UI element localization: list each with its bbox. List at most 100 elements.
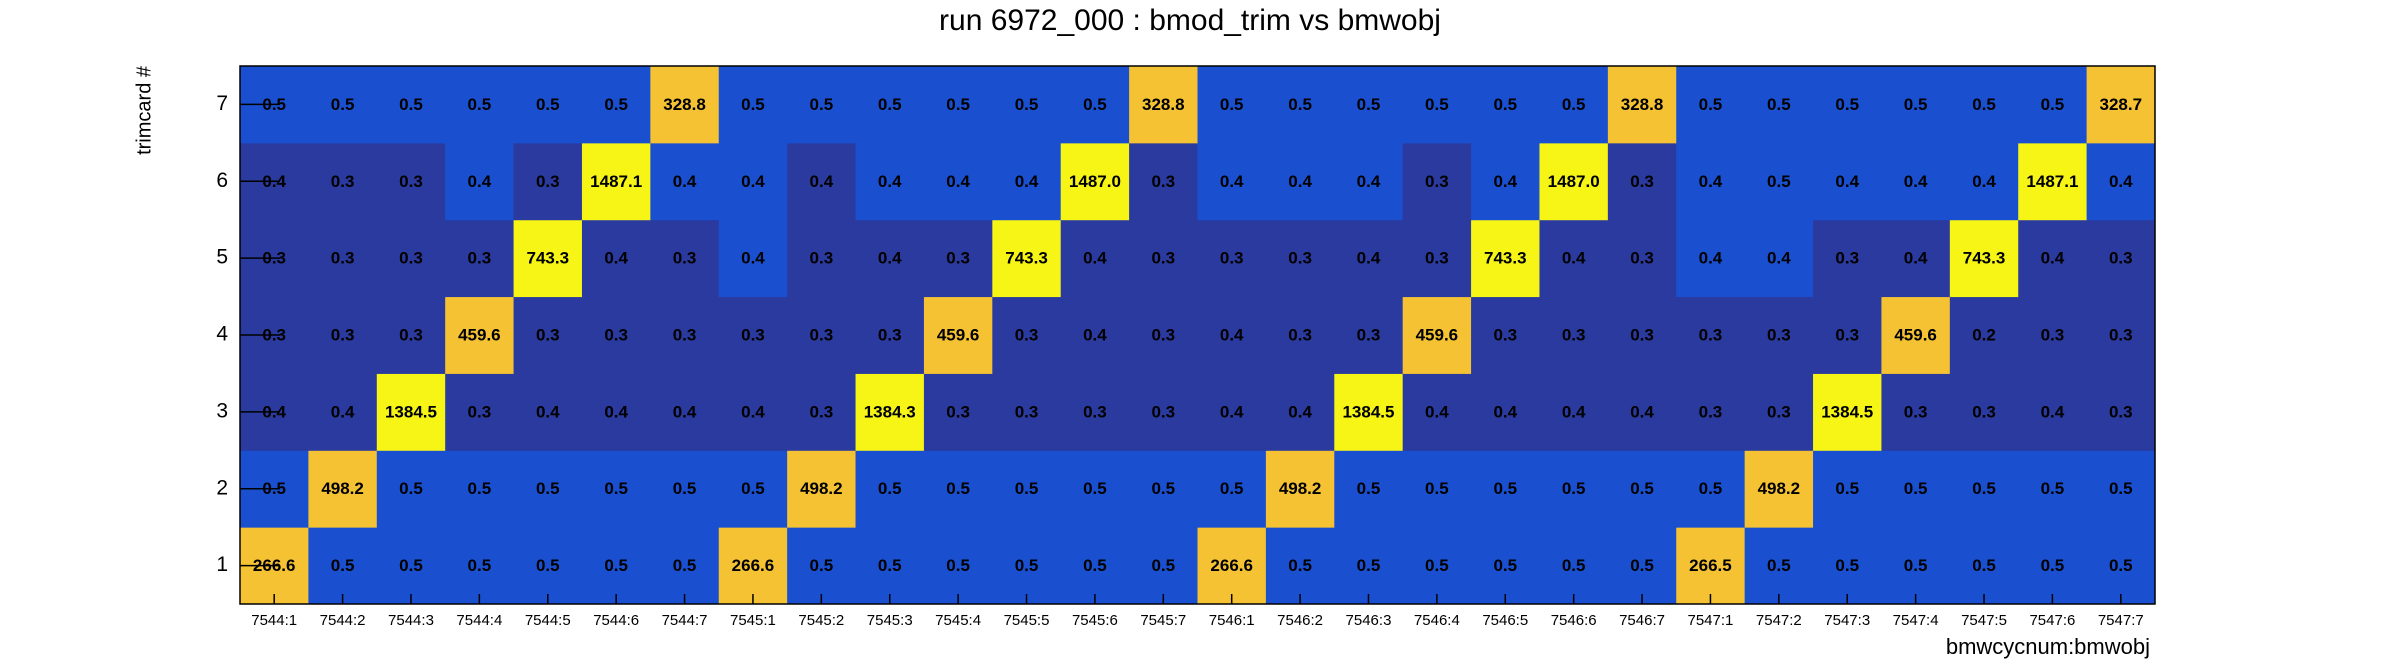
heat-cell (787, 219, 857, 298)
cell-label: 0.4 (1288, 172, 1312, 191)
heat-cell (1129, 66, 1198, 144)
heat-cell (376, 219, 446, 298)
heat-cell (1949, 373, 2019, 451)
cell-label: 459.6 (1416, 325, 1459, 344)
heat-cell (2018, 66, 2088, 144)
heat-cell (2086, 527, 2156, 605)
heat-cell (1949, 296, 2019, 374)
cell-label: 0.5 (1972, 479, 1996, 498)
heat-cell (1129, 373, 1198, 451)
cell-label: 498.2 (800, 479, 843, 498)
cell-label: 0.5 (1083, 479, 1107, 498)
heat-cell (1949, 219, 2019, 298)
heat-cell (2086, 66, 2156, 144)
cell-label: 0.5 (1151, 479, 1175, 498)
x-tick-label: 7546:3 (1346, 612, 1392, 629)
cell-label: 0.5 (468, 556, 492, 575)
cell-label: 0.3 (1083, 402, 1107, 421)
cell-label: 0.3 (399, 172, 423, 191)
heat-cell (1197, 527, 1267, 605)
cell-label: 0.5 (810, 95, 834, 114)
x-tick-label: 7544:1 (251, 612, 297, 629)
cell-label: 0.5 (1151, 556, 1175, 575)
heat-cell (513, 373, 583, 451)
cell-label: 0.3 (1767, 325, 1791, 344)
heat-cell (787, 527, 857, 605)
cell-label: 0.5 (1767, 556, 1791, 575)
heat-cell (855, 373, 925, 451)
heat-cell (1949, 450, 2019, 528)
cell-label: 0.3 (946, 249, 970, 268)
heat-cell (1402, 450, 1472, 528)
cell-label: 0.5 (1972, 556, 1996, 575)
cell-label: 0.3 (810, 325, 834, 344)
cell-label: 0.5 (1562, 479, 1586, 498)
heat-cell (1129, 142, 1198, 221)
heat-cell (445, 450, 515, 528)
heat-cell (718, 450, 788, 528)
cell-label: 0.3 (1151, 402, 1175, 421)
heat-cell (1539, 219, 1609, 298)
heat-cell (1744, 219, 1814, 298)
heat-cell (1265, 66, 1335, 144)
cell-label: 0.5 (1835, 95, 1859, 114)
heat-cell (581, 296, 651, 374)
heat-cell (1402, 66, 1472, 144)
heat-cell (923, 527, 993, 605)
heat-cell (2086, 142, 2156, 221)
cell-label: 0.5 (399, 556, 423, 575)
x-tick-label: 7547:1 (1688, 612, 1734, 629)
cell-label: 0.5 (1357, 479, 1381, 498)
heat-cell (1813, 450, 1882, 528)
cell-label: 0.4 (1083, 325, 1107, 344)
cell-label: 0.4 (1015, 172, 1039, 191)
cell-label: 459.6 (1894, 325, 1937, 344)
heat-cell (1471, 219, 1540, 298)
cell-label: 0.5 (2041, 479, 2065, 498)
heat-cell (1676, 142, 1746, 221)
cell-label: 0.3 (1630, 249, 1654, 268)
cell-label: 0.5 (399, 479, 423, 498)
heat-cell (992, 219, 1062, 298)
heat-cell (1334, 450, 1404, 528)
heat-cell (1881, 450, 1951, 528)
heat-cell (1539, 450, 1609, 528)
heat-cell (992, 296, 1062, 374)
heat-cell (650, 296, 720, 374)
heat-cell (1334, 142, 1404, 221)
heat-cell (787, 450, 857, 528)
heat-cell (923, 219, 993, 298)
heat-cell (1744, 450, 1814, 528)
x-tick-label: 7547:5 (1961, 612, 2007, 629)
heat-cell (1402, 142, 1472, 221)
heat-cell (376, 296, 446, 374)
heat-cell (992, 142, 1062, 221)
heat-cell (376, 142, 446, 221)
heat-cell (445, 527, 515, 605)
cell-label: 0.4 (1357, 172, 1381, 191)
heat-cell (923, 296, 993, 374)
y-tick-label: 7 (216, 92, 228, 115)
heat-cell (1607, 142, 1677, 221)
heat-cell (308, 373, 378, 451)
heat-cell (787, 66, 857, 144)
heat-cell (1129, 450, 1198, 528)
heat-cell (308, 66, 378, 144)
cell-label: 0.5 (536, 95, 560, 114)
heat-cell (1471, 527, 1540, 605)
heat-cell (1197, 66, 1267, 144)
heat-cell (992, 450, 1062, 528)
cell-label: 0.4 (1288, 402, 1312, 421)
cell-label: 0.4 (1562, 249, 1586, 268)
heat-cell (2018, 450, 2088, 528)
heat-cell (1265, 142, 1335, 221)
heat-cell (1881, 296, 1951, 374)
cell-label: 0.5 (468, 479, 492, 498)
x-tick-label: 7546:6 (1551, 612, 1597, 629)
heat-cell (1881, 219, 1951, 298)
heat-cell (513, 296, 583, 374)
heat-cell (1060, 142, 1130, 221)
cell-label: 0.4 (741, 172, 765, 191)
cell-label: 0.5 (2109, 556, 2133, 575)
heat-cell (1060, 450, 1130, 528)
